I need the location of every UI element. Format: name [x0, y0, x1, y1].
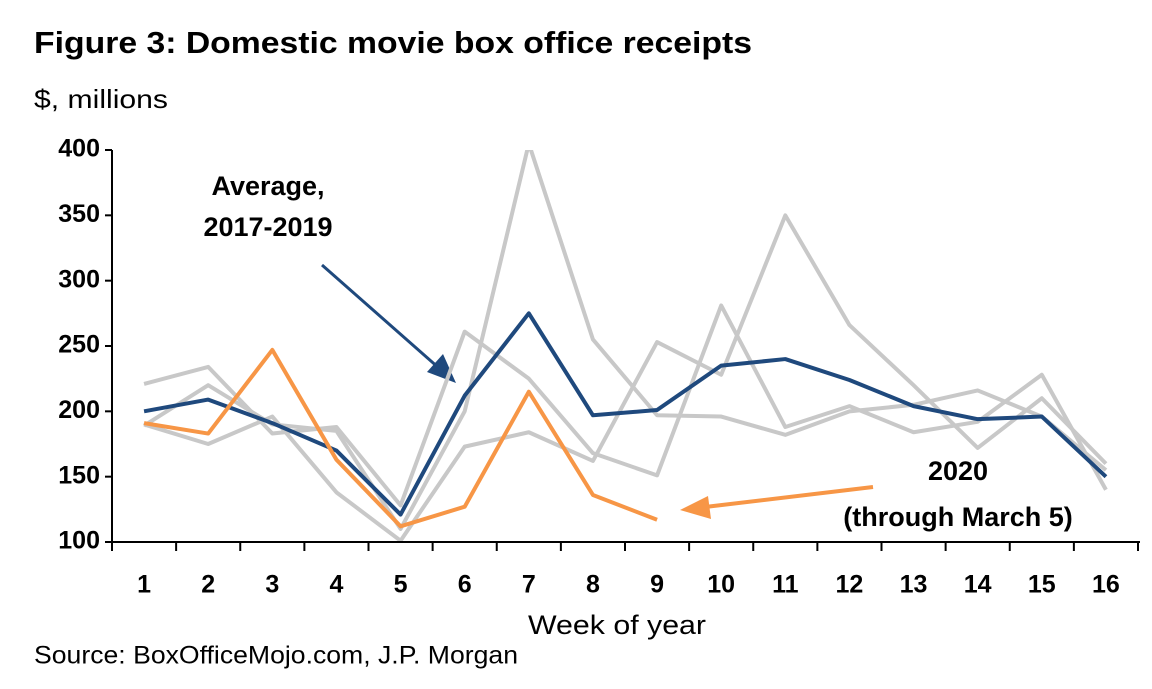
y-tick-label: 100 — [58, 527, 100, 555]
x-tick-label: 1 — [137, 571, 151, 599]
x-tick-label: 7 — [522, 571, 536, 599]
annotation: Average, — [211, 171, 324, 201]
y-tick-label: 400 — [58, 135, 100, 163]
x-tick-label: 4 — [329, 571, 343, 599]
x-tick-label: 5 — [394, 571, 408, 599]
x-tick-label: 15 — [1028, 571, 1056, 599]
y-tick-label: 250 — [58, 331, 100, 359]
subtitle: $, millions — [34, 84, 168, 114]
arrow — [680, 485, 874, 519]
series-line — [143, 303, 1108, 508]
plot-area — [142, 150, 1108, 542]
annotation: 2017-2019 — [203, 212, 332, 242]
x-tick-label: 14 — [964, 571, 992, 599]
x-tick-label: 6 — [458, 571, 472, 599]
annotation: (through March 5) — [843, 502, 1073, 532]
y-tick-label: 200 — [58, 396, 100, 424]
x-tick-label: 9 — [650, 571, 664, 599]
arrow — [321, 263, 456, 383]
x-tick-label: 2 — [201, 571, 215, 599]
annotation: 2020 — [928, 456, 988, 486]
x-tick-label: 16 — [1092, 571, 1120, 599]
chart-title: Figure 3: Domestic movie box office rece… — [34, 25, 752, 60]
series-line — [143, 213, 1108, 542]
series-line — [143, 347, 658, 529]
x-tick-label: 12 — [836, 571, 864, 599]
y-tick-label: 300 — [58, 265, 100, 293]
y-tick-label: 350 — [58, 200, 100, 228]
x-tick-label: 3 — [265, 571, 279, 599]
x-tick-label: 11 — [772, 571, 799, 599]
y-tick-label: 150 — [58, 461, 100, 489]
series-line — [142, 150, 1108, 531]
series-line — [143, 311, 1108, 517]
x-tick-label: 10 — [707, 571, 735, 599]
source: Source: BoxOfficeMojo.com, J.P. Morgan — [34, 642, 518, 670]
x-tick-label: 13 — [900, 571, 928, 599]
x-tick-label: 8 — [586, 571, 600, 599]
x-axis-label: Week of year — [528, 610, 706, 640]
